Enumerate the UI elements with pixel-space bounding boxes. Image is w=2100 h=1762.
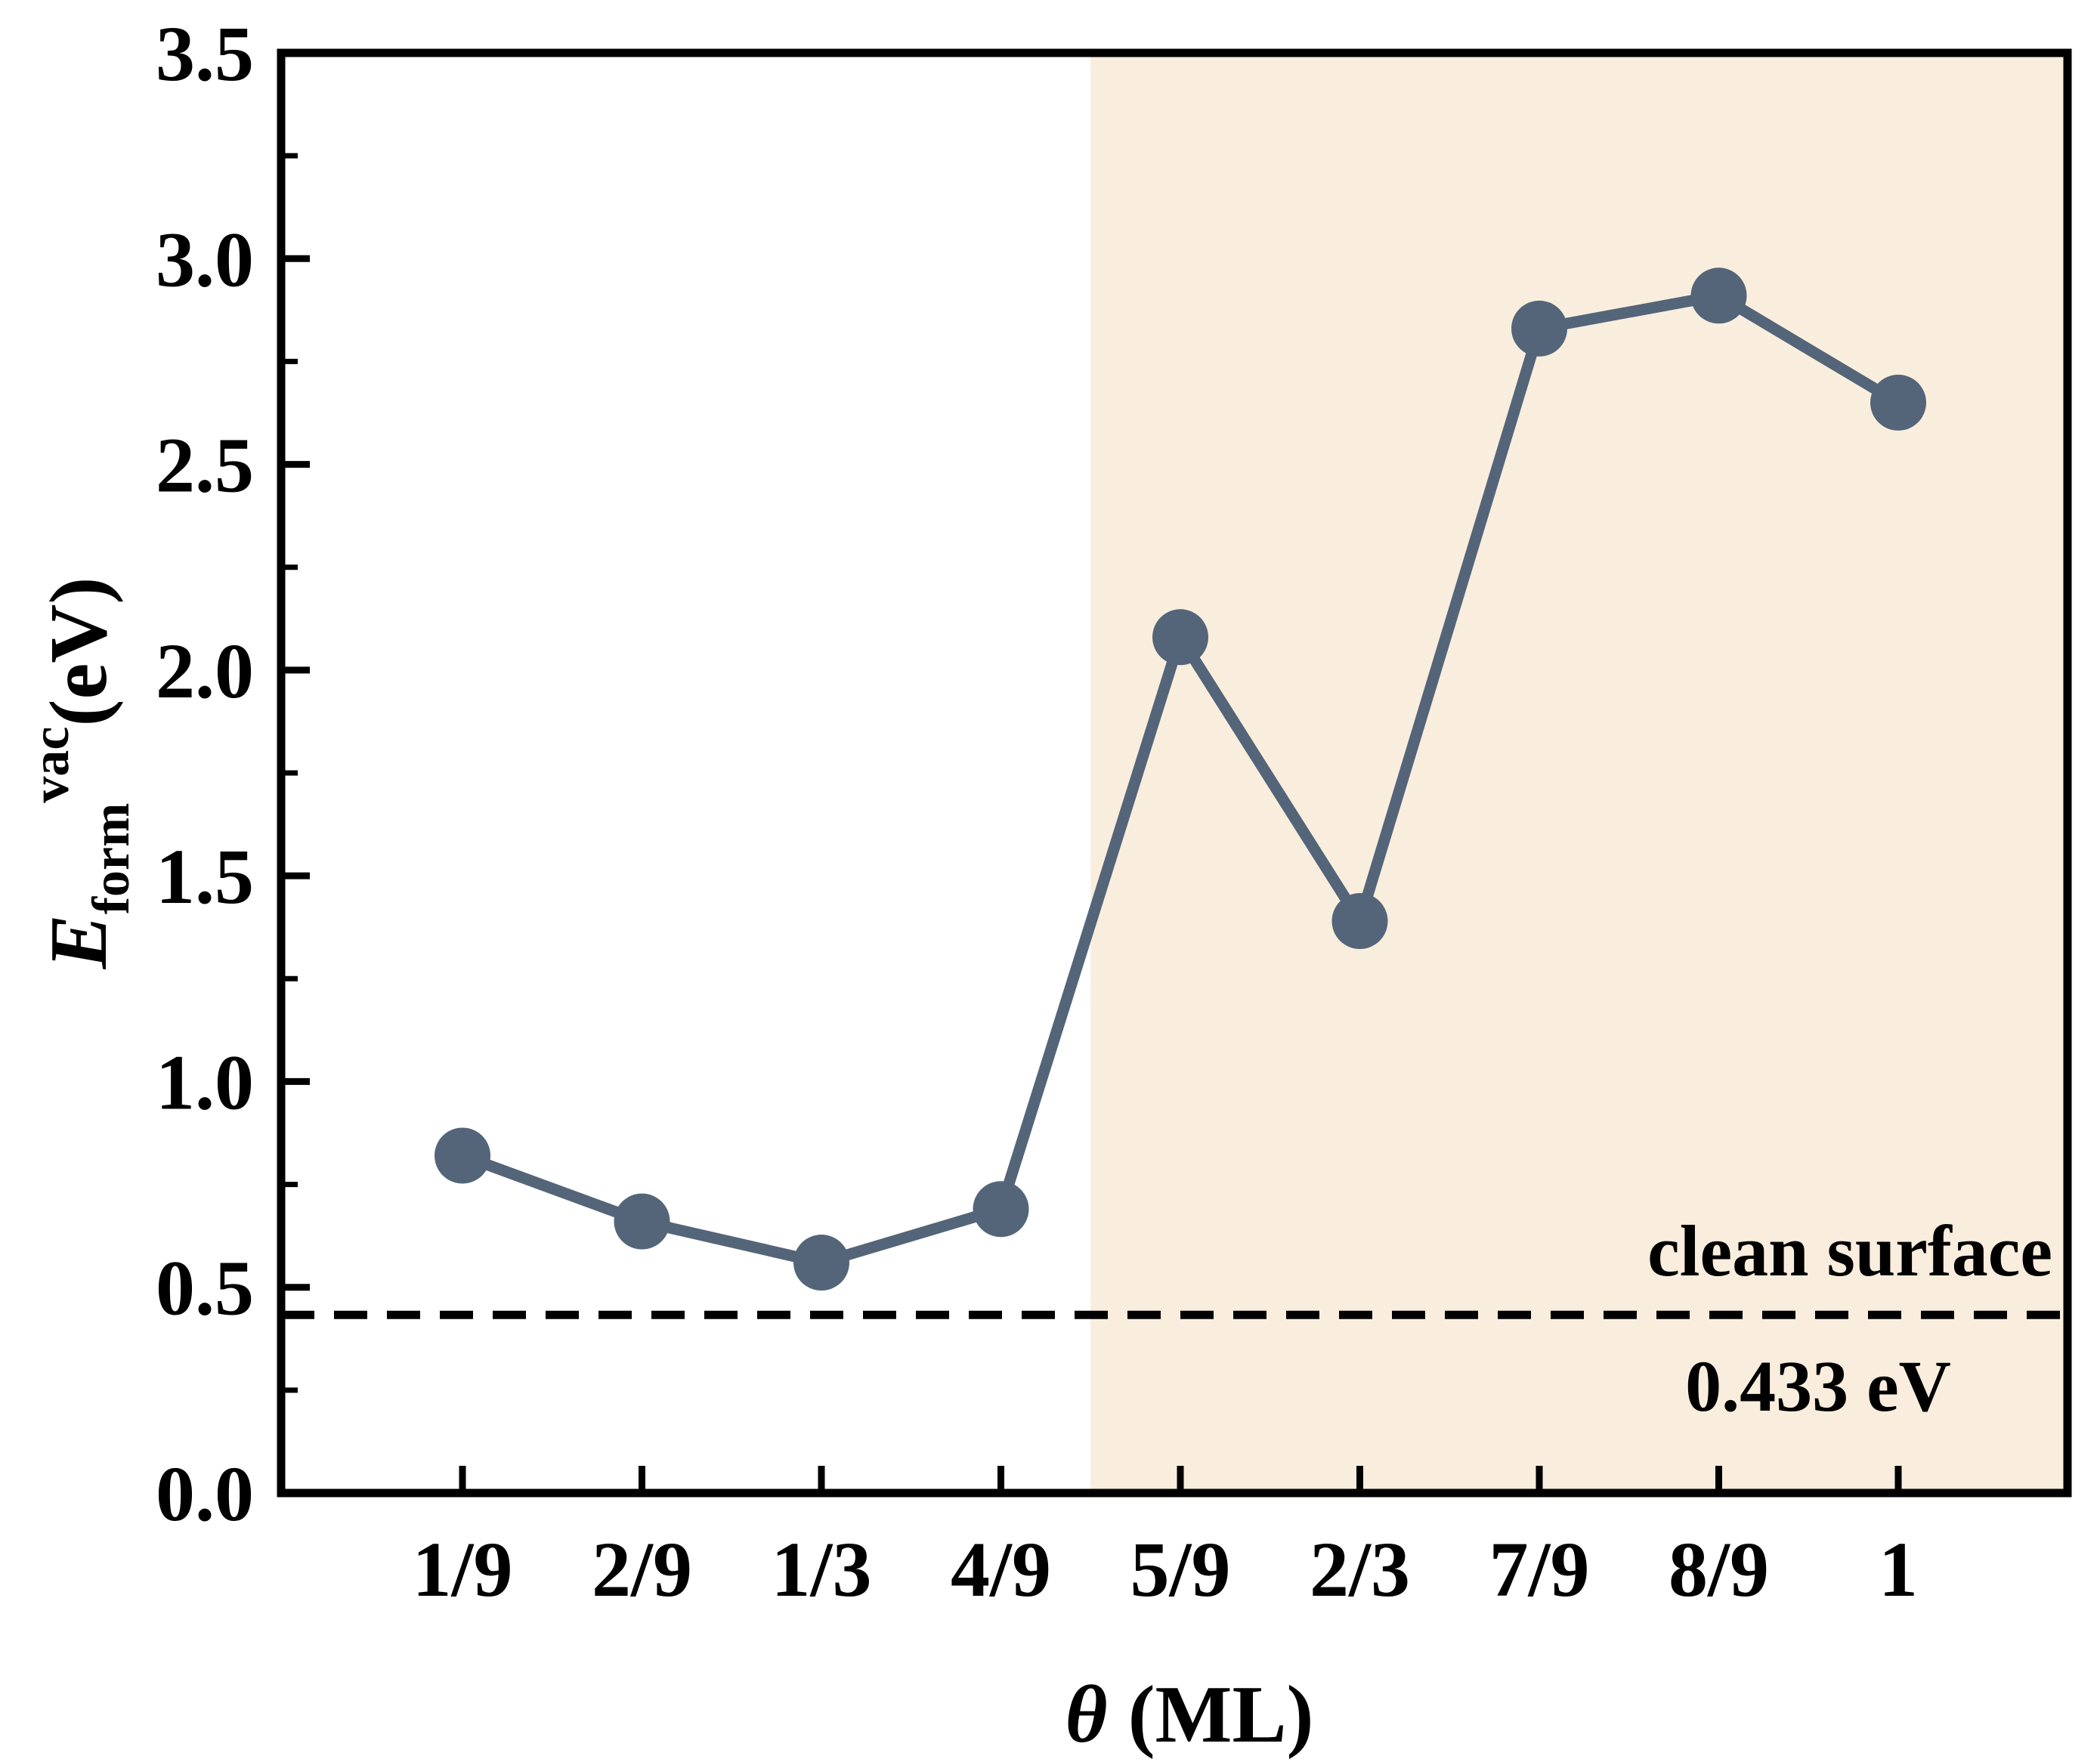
x-tick-label: 1 (1879, 1526, 1918, 1613)
data-point (435, 1127, 490, 1184)
x-axis-title: θ (ML) (1065, 1670, 1314, 1760)
y-axis-title-unit: (eV) (34, 577, 124, 727)
x-tick-label: 1/9 (413, 1526, 513, 1613)
plot-frame (277, 48, 2072, 1498)
shaded-region (1090, 53, 2068, 1493)
x-tick-label: 2/3 (1310, 1526, 1410, 1613)
x-tick-label: 7/9 (1489, 1526, 1590, 1613)
reference-label-clean-surface: clean surface (1647, 1210, 2052, 1291)
y-tick-label: 1.0 (156, 1039, 254, 1126)
y-axis-title-symbol: E (34, 914, 124, 969)
data-point (1870, 374, 1926, 431)
data-point (973, 1181, 1029, 1238)
y-tick-label: 3.5 (156, 11, 254, 97)
y-axis-title-superscript: vac (22, 727, 80, 803)
data-point (1511, 300, 1567, 357)
y-axis-title: Eformvac(eV) (22, 577, 141, 970)
y-tick-label: 3.0 (156, 216, 254, 303)
x-tick-label: 1/3 (772, 1526, 872, 1613)
reference-label-value: 0.433 eV (1685, 1346, 1951, 1427)
x-tick-label: 4/9 (951, 1526, 1051, 1613)
y-tick-label: 2.5 (156, 422, 254, 509)
y-tick-label: 0.5 (156, 1245, 254, 1332)
y-tick-label: 0.0 (156, 1451, 254, 1538)
data-point (1690, 267, 1747, 324)
y-tick-label: 2.0 (156, 628, 254, 715)
y-axis-title-subscript: form (82, 803, 141, 915)
y-tick-label: 1.5 (156, 833, 254, 920)
data-point (1331, 893, 1388, 950)
x-tick-label: 2/9 (592, 1526, 692, 1613)
data-point (1152, 609, 1208, 666)
x-tick-label: 8/9 (1669, 1526, 1769, 1613)
data-point (614, 1193, 670, 1250)
data-point (793, 1235, 849, 1291)
x-tick-label: 5/9 (1130, 1526, 1231, 1613)
svg-text:Eformvac(eV): Eformvac(eV) (22, 577, 141, 970)
